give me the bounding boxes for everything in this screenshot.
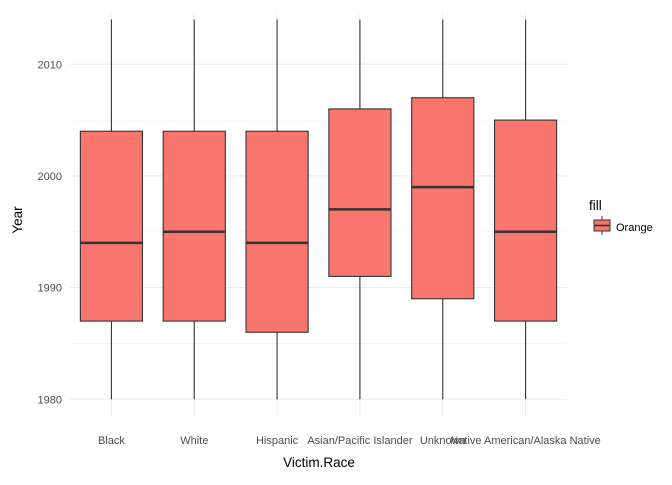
x-tick-label: Asian/Pacific Islander: [307, 435, 412, 447]
legend-key: [593, 216, 611, 235]
box-group: [328, 19, 392, 400]
legend-title: fill: [589, 198, 602, 213]
box-group: [245, 19, 309, 400]
box-group: [493, 19, 558, 400]
legend: fill Orange: [589, 198, 653, 235]
y-axis-ticks: 1980 1990 2000 2010: [38, 59, 62, 406]
box-body: [162, 130, 226, 322]
y-tick-label: 1990: [38, 283, 62, 295]
x-tick-label: Hispanic: [256, 435, 299, 447]
box-body: [493, 119, 558, 322]
box-body: [411, 97, 475, 300]
box-group: [411, 19, 475, 400]
x-tick-label: Unknown: [420, 435, 466, 447]
grid: [70, 14, 567, 416]
x-tick-label: Native American/Alaska Native: [450, 435, 600, 447]
x-axis-title: Victim.Race: [283, 455, 355, 470]
box-body: [245, 130, 309, 333]
x-tick-label: White: [180, 435, 208, 447]
y-axis-title: Year: [10, 206, 25, 234]
y-tick-label: 2000: [38, 171, 62, 183]
y-tick-label: 2010: [38, 59, 62, 71]
x-tick-label: Black: [98, 435, 125, 447]
box-group: [162, 19, 226, 400]
y-tick-label: 1980: [38, 394, 62, 406]
box-body: [328, 108, 392, 277]
legend-label: Orange: [616, 222, 653, 234]
box-body: [79, 130, 144, 322]
box-group: [79, 19, 144, 400]
x-axis-ticks: Black White Hispanic Asian/Pacific Islander…: [98, 435, 601, 447]
boxes: [79, 19, 558, 400]
